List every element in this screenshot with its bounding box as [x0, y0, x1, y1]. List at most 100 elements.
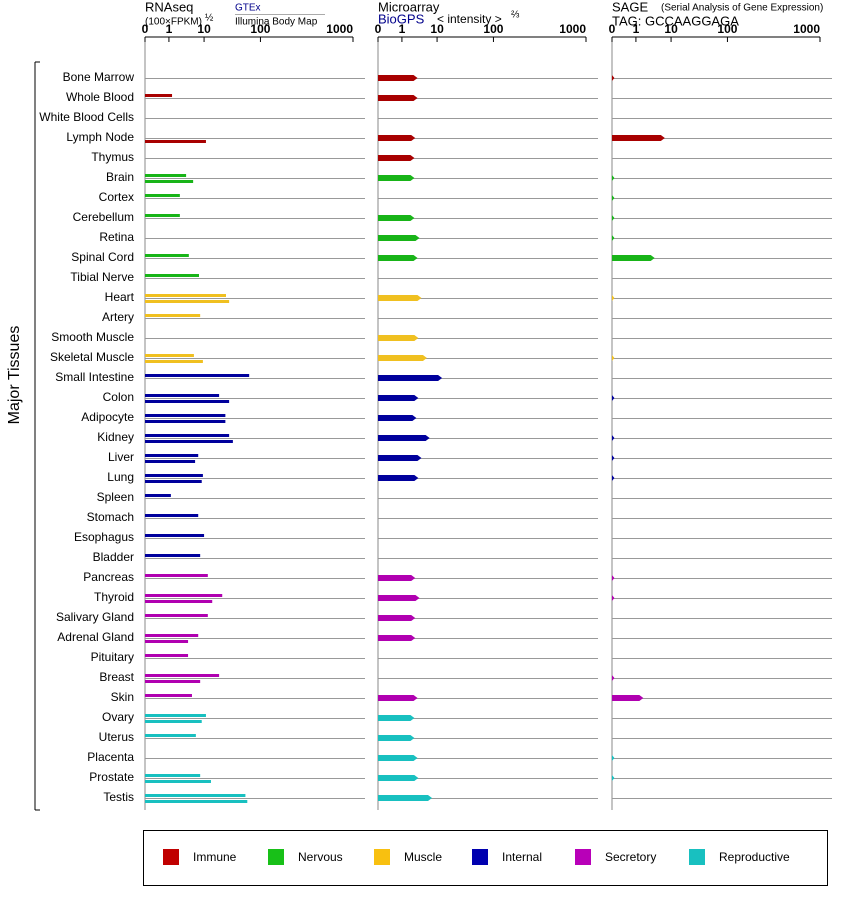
bar — [145, 354, 194, 357]
exponent: ⅔ — [511, 10, 520, 21]
category-label: Placenta — [87, 750, 134, 764]
panel-title: Microarray — [378, 0, 440, 14]
category-label: Pancreas — [83, 570, 134, 584]
category-label: Salivary Gland — [56, 610, 134, 624]
bar — [378, 715, 415, 721]
bar — [145, 714, 206, 717]
bar — [378, 95, 418, 101]
legend-swatch — [689, 849, 705, 865]
bar — [145, 400, 230, 403]
legend-label: Secretory — [605, 850, 656, 864]
bar — [145, 800, 248, 803]
category-label: Colon — [103, 390, 134, 404]
bar — [378, 155, 415, 161]
series-name: BioGPS — [378, 11, 425, 26]
bar — [612, 75, 615, 81]
bar — [612, 595, 615, 601]
bar — [145, 680, 201, 683]
legend-label: Reproductive — [719, 850, 790, 864]
category-label: Thyroid — [94, 590, 134, 604]
bar — [145, 140, 206, 143]
bar — [378, 175, 415, 181]
category-label: Testis — [103, 790, 134, 804]
legend-swatch — [575, 849, 591, 865]
bar — [378, 75, 418, 81]
legend-swatch — [163, 849, 179, 865]
bar — [378, 795, 432, 801]
bar — [145, 360, 203, 363]
bar — [145, 314, 201, 317]
bar — [612, 135, 665, 141]
category-label: Skeletal Muscle — [50, 350, 134, 364]
bar — [612, 215, 615, 221]
category-label: Prostate — [89, 770, 134, 784]
panel-subtitle: < intensity > — [437, 12, 502, 26]
bar — [145, 414, 226, 417]
bar — [145, 454, 199, 457]
bar — [612, 475, 615, 481]
bar — [378, 455, 422, 461]
bar — [145, 474, 203, 477]
x-tick-label: 1 — [166, 22, 173, 36]
bar — [145, 480, 202, 483]
bar — [145, 194, 180, 197]
bar — [378, 215, 415, 221]
legend-box — [143, 830, 828, 886]
bar — [145, 734, 196, 737]
bar — [145, 554, 201, 557]
bar — [145, 654, 189, 657]
bar — [612, 675, 615, 681]
category-label: Esophagus — [74, 530, 134, 544]
bar — [145, 214, 180, 217]
category-label: Adipocyte — [81, 410, 134, 424]
category-label: Liver — [108, 450, 134, 464]
bar — [378, 635, 416, 641]
bar — [378, 135, 416, 141]
category-label: Cerebellum — [73, 210, 134, 224]
category-label: Ovary — [102, 710, 134, 724]
category-label: Bladder — [93, 550, 134, 564]
bar — [612, 355, 615, 361]
bar — [612, 175, 615, 181]
bar — [145, 300, 230, 303]
bar — [378, 395, 419, 401]
bar — [145, 274, 199, 277]
bar — [378, 475, 419, 481]
category-label: Bone Marrow — [63, 70, 135, 84]
bar — [378, 375, 443, 381]
exponent: ½ — [205, 13, 214, 24]
bar — [145, 780, 211, 783]
bar — [145, 774, 201, 777]
bar — [145, 460, 196, 463]
category-label: Retina — [99, 230, 134, 244]
series-name: GTEx — [235, 3, 261, 14]
category-label: Kidney — [97, 430, 134, 444]
category-label: Lung — [107, 470, 134, 484]
bar — [145, 174, 187, 177]
legend-swatch — [374, 849, 390, 865]
category-label: Heart — [105, 290, 135, 304]
bar — [145, 434, 230, 437]
x-tick-label: 100 — [717, 22, 737, 36]
legend-swatch — [268, 849, 284, 865]
bar — [145, 440, 233, 443]
x-tick-label: 1000 — [793, 22, 820, 36]
x-tick-label: 0 — [142, 22, 149, 36]
x-tick-label: 10 — [430, 22, 444, 36]
x-tick-label: 1 — [633, 22, 640, 36]
category-label: Smooth Muscle — [51, 330, 134, 344]
bar — [612, 695, 644, 701]
bar — [378, 335, 419, 341]
category-label: Lymph Node — [66, 130, 134, 144]
bar — [378, 595, 420, 601]
bar — [145, 720, 202, 723]
bar — [145, 594, 223, 597]
series-name: Illumina Body Map — [235, 17, 318, 28]
bar — [145, 180, 194, 183]
bar — [145, 420, 226, 423]
bar — [145, 794, 246, 797]
category-label: Spleen — [97, 490, 134, 504]
panel-title: SAGE — [612, 0, 648, 14]
legend-label: Muscle — [404, 850, 442, 864]
category-label: Breast — [99, 670, 134, 684]
